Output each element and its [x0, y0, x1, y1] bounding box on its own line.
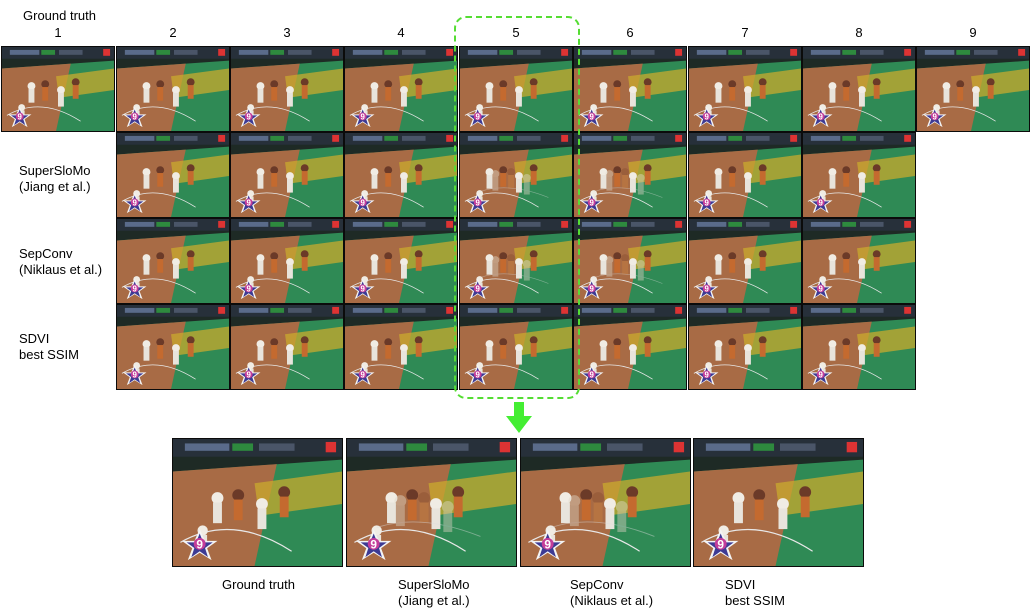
row-label-supersslomo: SuperSloMo (Jiang et al.): [19, 163, 91, 195]
frame-thumbnail-supersslomo: [688, 132, 802, 218]
caption-line: SuperSloMo: [398, 577, 470, 592]
row-label-line: SuperSloMo: [19, 163, 91, 178]
caption-line: best SSIM: [725, 593, 785, 608]
caption-line: SDVI: [725, 577, 756, 592]
frame-thumbnail-sdvi: [344, 304, 458, 390]
frame-thumbnail-ground-truth: [688, 46, 802, 132]
frame-thumbnail-supersslomo: [344, 132, 458, 218]
frame-thumbnail-supersslomo: [459, 132, 573, 218]
frame-thumbnail-sepconv: [230, 218, 344, 304]
row-label-line: (Jiang et al.): [19, 179, 91, 194]
frame-thumbnail-sepconv: [116, 218, 230, 304]
row-label-sepconv: SepConv (Niklaus et al.): [19, 246, 102, 278]
frame-number: 4: [397, 25, 405, 40]
zoom-caption: SDVI best SSIM: [725, 577, 896, 609]
ground-truth-header: Ground truth: [23, 8, 96, 23]
frame-thumbnail-sepconv: [573, 218, 687, 304]
caption-line: (Jiang et al.): [398, 593, 470, 608]
frame-number: 9: [969, 25, 977, 40]
row-label-line: best SSIM: [19, 347, 79, 362]
zoom-caption: Ground truth: [222, 577, 393, 593]
frame-number: 3: [283, 25, 291, 40]
frame-thumbnail-ground-truth: [573, 46, 687, 132]
frame-thumbnail-supersslomo: [573, 132, 687, 218]
caption-line: Ground truth: [222, 577, 295, 592]
frame-thumbnail-ground-truth: [116, 46, 230, 132]
arrow-down-icon: [506, 402, 532, 433]
highlight-frame-5: [454, 16, 580, 399]
caption-line: (Niklaus et al.): [570, 593, 654, 608]
row-label-sdvi: SDVI best SSIM: [19, 331, 79, 363]
frame-thumbnail-sepconv: [688, 218, 802, 304]
frame-thumbnail-ground-truth: [230, 46, 344, 132]
frame-thumbnail-sdvi: [688, 304, 802, 390]
frame-number: 2: [169, 25, 177, 40]
zoom-sdvi: [693, 438, 864, 567]
frame-thumbnail-sepconv: [802, 218, 916, 304]
frame-number: 7: [741, 25, 749, 40]
row-label-line: (Niklaus et al.): [19, 262, 103, 277]
caption-line: SepConv: [570, 577, 624, 592]
zoom-supersslomo: [346, 438, 517, 567]
frame-number: 6: [626, 25, 634, 40]
zoom-ground-truth: [172, 438, 343, 567]
frame-thumbnail-sdvi: [230, 304, 344, 390]
row-label-line: SDVI: [19, 331, 50, 346]
frame-thumbnail-ground-truth: [459, 46, 573, 132]
frame-thumbnail-sdvi: [802, 304, 916, 390]
zoom-caption: SuperSloMo (Jiang et al.): [398, 577, 569, 609]
row-label-line: SepConv: [19, 246, 73, 261]
frame-number: 1: [54, 25, 62, 40]
zoom-sepconv: [520, 438, 691, 567]
frame-thumbnail-ground-truth: [802, 46, 916, 132]
frame-thumbnail-supersslomo: [230, 132, 344, 218]
frame-thumbnail-ground-truth: [1, 46, 115, 132]
frame-number: 8: [855, 25, 863, 40]
zoom-caption: SepConv (Niklaus et al.): [570, 577, 741, 609]
frame-number: 5: [512, 25, 520, 40]
frame-thumbnail-sdvi: [573, 304, 687, 390]
frame-thumbnail-ground-truth: [344, 46, 458, 132]
frame-thumbnail-ground-truth: [916, 46, 1030, 132]
frame-thumbnail-supersslomo: [116, 132, 230, 218]
frame-thumbnail-sepconv: [459, 218, 573, 304]
frame-thumbnail-sdvi: [459, 304, 573, 390]
frame-thumbnail-sdvi: [116, 304, 230, 390]
frame-thumbnail-supersslomo: [802, 132, 916, 218]
frame-thumbnail-sepconv: [344, 218, 458, 304]
